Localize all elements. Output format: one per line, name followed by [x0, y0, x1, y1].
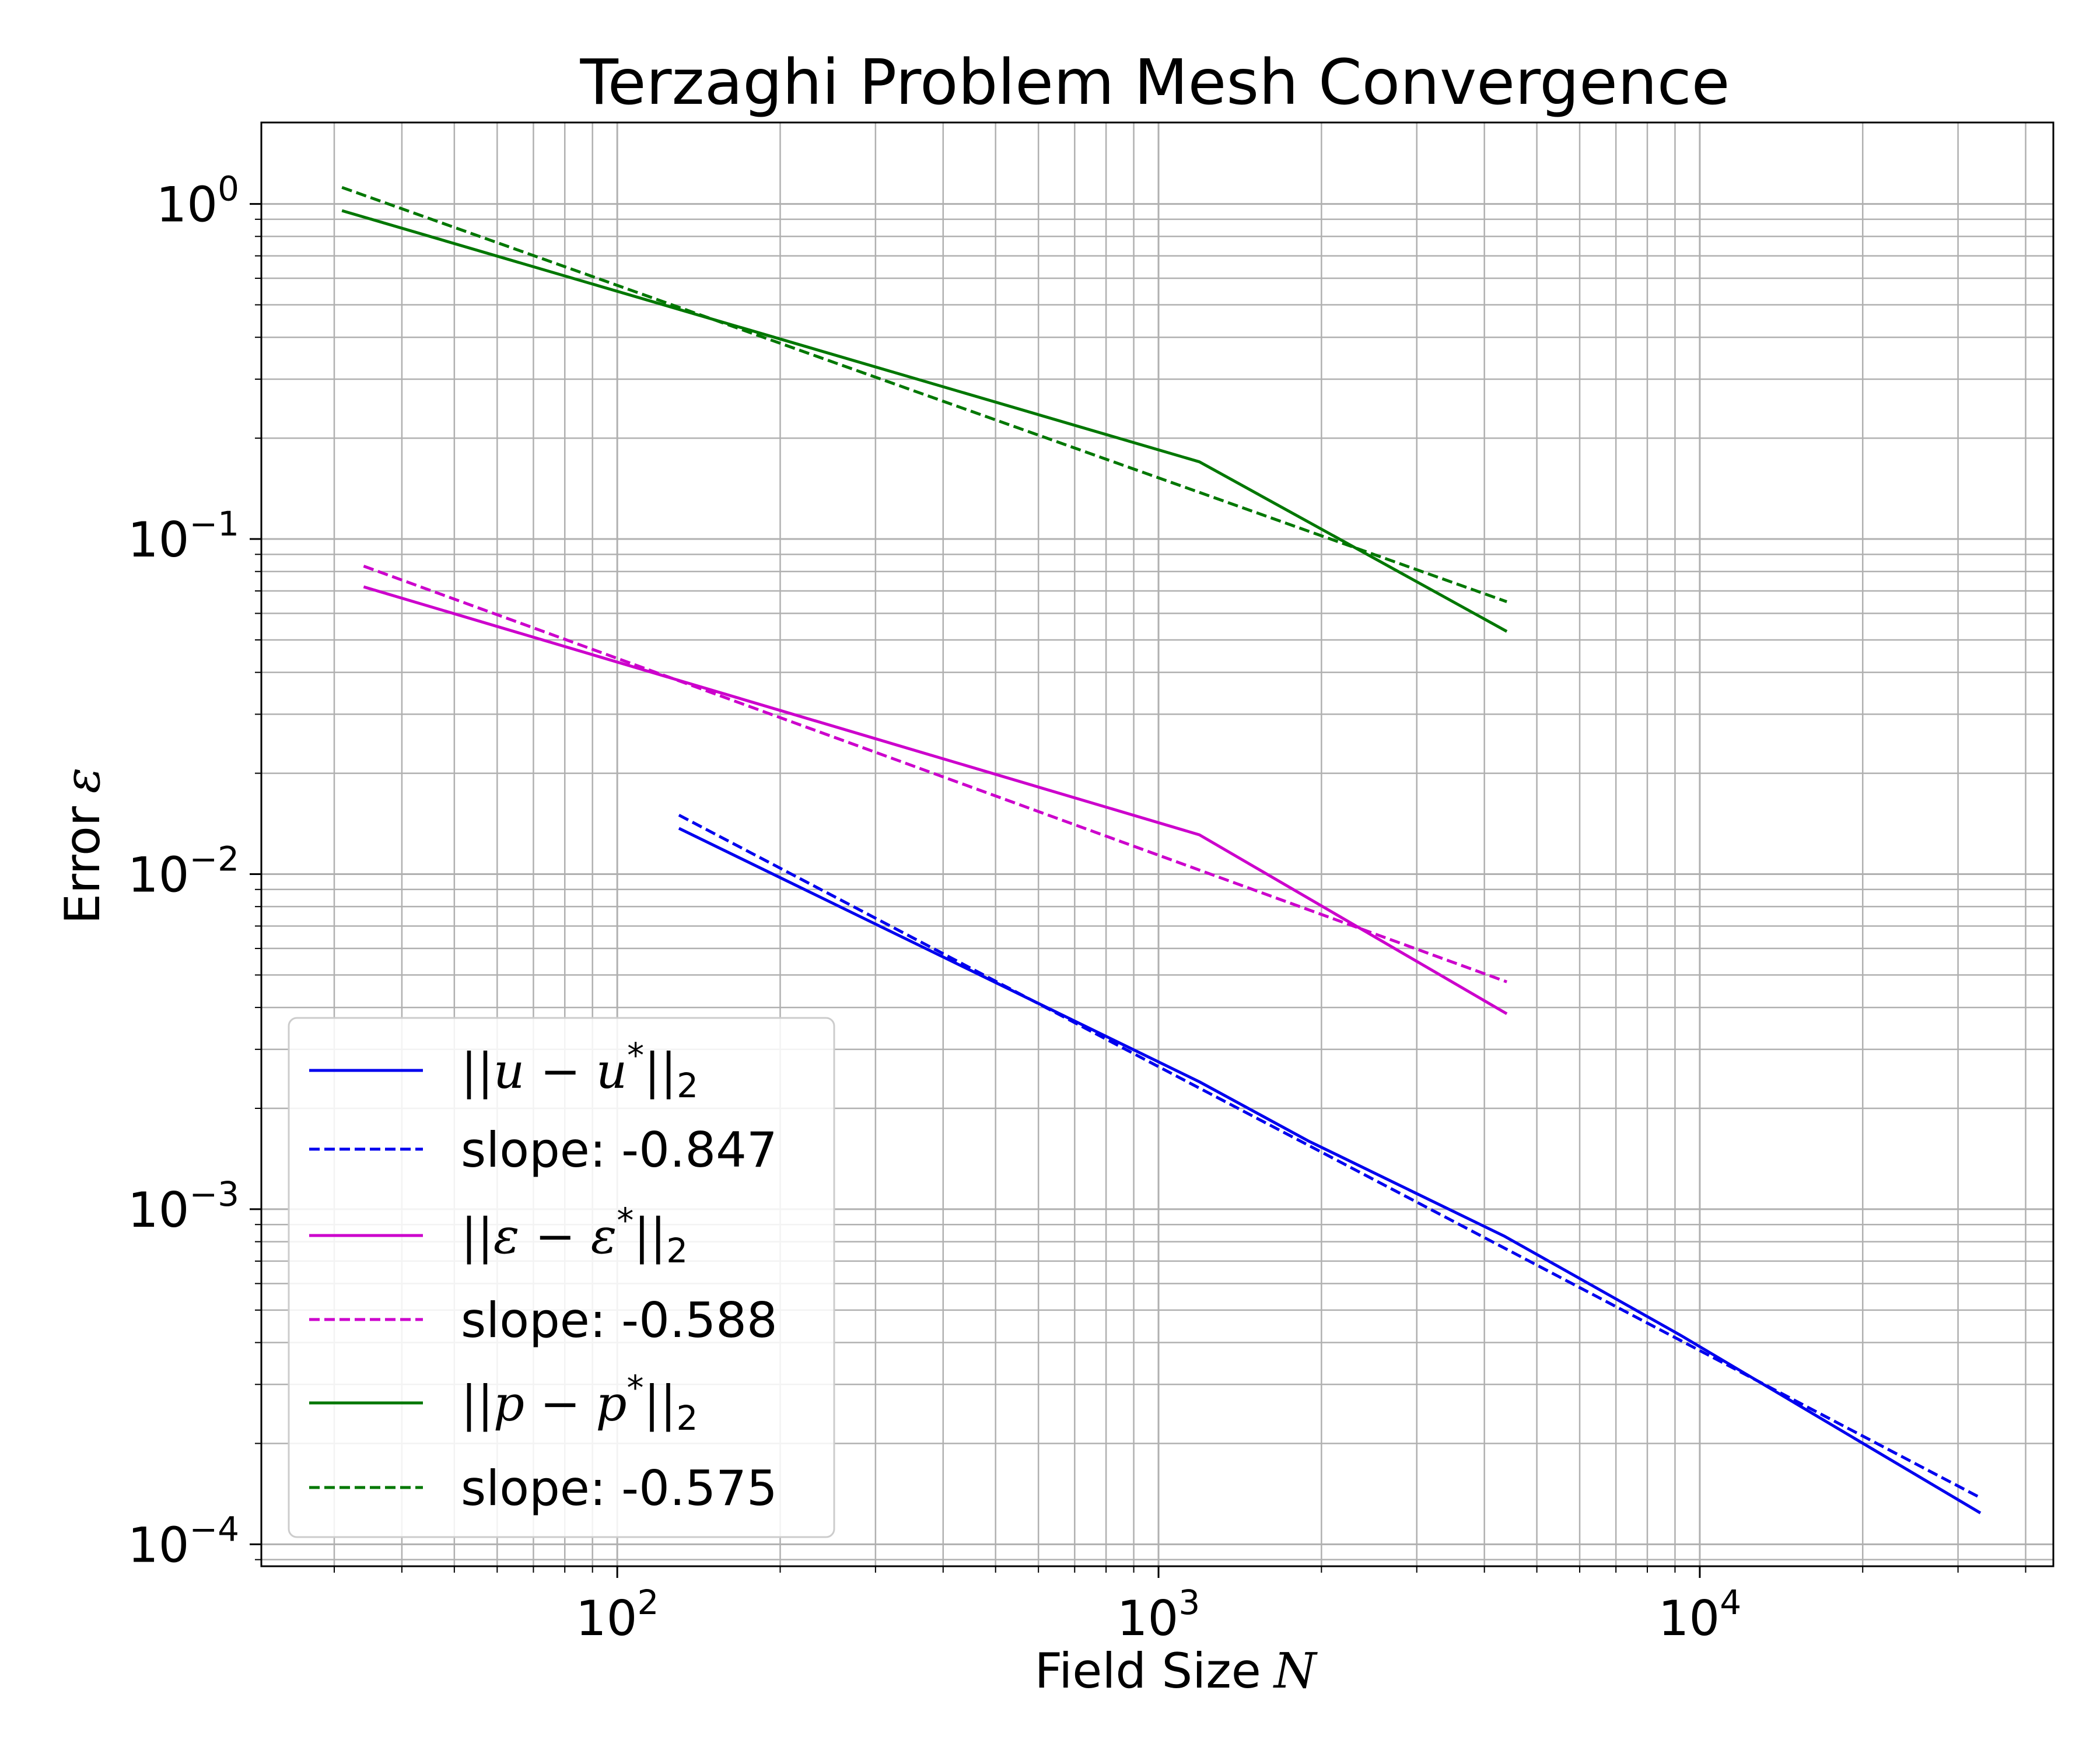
x-tick-label: 104: [1658, 1583, 1742, 1647]
y-axis-label-text: Error: [54, 806, 111, 924]
y-tick-label: 10−4: [128, 1509, 239, 1573]
series-eps-error: [363, 585, 1508, 1016]
y-tick-label: 100: [156, 169, 239, 233]
x-axis-label-text: Field Size: [1035, 1643, 1261, 1699]
plot-frame: [260, 121, 2054, 1567]
y-tick-exp: −3: [190, 1174, 240, 1214]
legend-label-p-close: ||: [644, 1376, 677, 1432]
y-axis-label-var: ε: [54, 768, 111, 794]
legend: ||u − u*||2 slope: -0.847 ||ε − ε*||2 sl…: [288, 1017, 835, 1538]
series-p-error: [341, 209, 1508, 633]
y-tick-exp: −2: [190, 839, 240, 878]
x-tick-exp: 2: [638, 1583, 659, 1622]
legend-label-p-slope: slope: -0.575: [461, 1460, 778, 1517]
x-tick-exp: 3: [1178, 1583, 1200, 1622]
legend-label-p-sub: 2: [676, 1398, 698, 1438]
legend-label-u: ||u − u*||2: [461, 1035, 698, 1105]
ticks: [250, 203, 2027, 1578]
series-layer: [341, 186, 1982, 1514]
y-axis-label: Error ε: [54, 768, 111, 925]
x-tick-label: 103: [1117, 1583, 1200, 1647]
x-axis-label-var: N: [1273, 1643, 1318, 1699]
y-tick-base: 10: [128, 1517, 190, 1573]
legend-label-eps-sup: *: [617, 1200, 634, 1240]
legend-label-u-close: ||: [644, 1043, 677, 1100]
legend-label-u-slope: slope: -0.847: [461, 1122, 778, 1178]
x-tick-base: 10: [1658, 1590, 1720, 1647]
y-tick-base: 10: [128, 1182, 190, 1238]
series-eps-slope: [363, 565, 1507, 984]
legend-label-eps-slope: slope: -0.588: [461, 1292, 778, 1349]
legend-label-eps-sub: 2: [666, 1231, 688, 1270]
legend-label-p-sup: *: [627, 1368, 644, 1408]
y-tick-exp: −4: [190, 1509, 240, 1549]
legend-box: [288, 1017, 835, 1538]
legend-label-eps: ||ε − ε*||2: [461, 1200, 688, 1270]
x-tick-base: 10: [1117, 1590, 1179, 1647]
y-tick-exp: −1: [190, 504, 240, 544]
grid: [261, 123, 2053, 1566]
y-tick-exp: 0: [218, 169, 239, 209]
y-tick-label: 10−1: [128, 504, 239, 568]
legend-label-eps-close: ||: [634, 1208, 666, 1265]
legend-label-p: ||p − p*||2: [461, 1368, 698, 1438]
legend-label-u-text: ||u − u: [461, 1043, 627, 1100]
x-tick-exp: 4: [1720, 1583, 1741, 1622]
legend-label-u-sup: *: [627, 1035, 644, 1075]
y-tick-base: 10: [156, 177, 218, 233]
series-u-error: [678, 827, 1982, 1514]
series-p-slope: [341, 186, 1507, 603]
x-tick-base: 10: [576, 1590, 638, 1647]
chart-title: Terzaghi Problem Mesh Convergence: [580, 47, 1730, 119]
legend-label-p-text: ||p − p: [461, 1376, 627, 1432]
x-axis-label: Field Size N: [1035, 1643, 1318, 1699]
legend-label-eps-text: ||ε − ε: [461, 1208, 617, 1265]
x-tick-label: 102: [576, 1583, 659, 1647]
y-tick-base: 10: [128, 846, 190, 903]
series-u-slope: [678, 814, 1982, 1499]
legend-label-u-sub: 2: [677, 1066, 698, 1105]
y-tick-label: 10−2: [128, 839, 239, 903]
y-tick-label: 10−3: [128, 1174, 239, 1238]
y-tick-base: 10: [128, 512, 190, 568]
